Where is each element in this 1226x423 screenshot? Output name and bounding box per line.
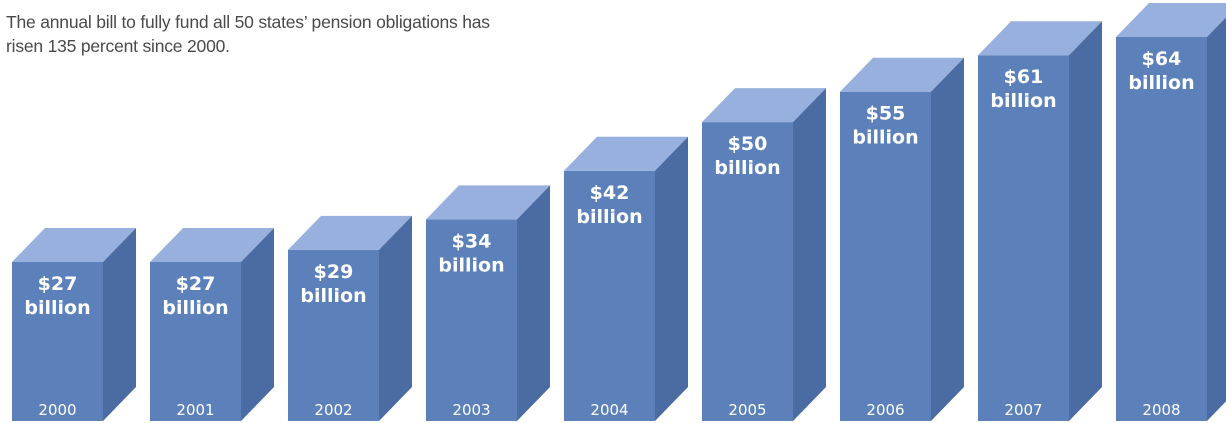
bar-top	[150, 228, 274, 262]
bar-side	[931, 57, 964, 421]
bar-top	[12, 228, 136, 262]
bar-year-label: 2005	[728, 401, 766, 419]
bar-value-unit-label: billion	[990, 90, 1056, 112]
bar-value-label: $34	[452, 230, 492, 252]
bar-side	[655, 136, 688, 421]
bar-value-label: $42	[590, 182, 630, 204]
bar-top	[840, 57, 964, 92]
bar-value-unit-label: billion	[852, 127, 918, 149]
bar-value-label: $61	[1004, 66, 1044, 88]
bar-year-label: 2008	[1142, 401, 1180, 419]
bar-year-label: 2004	[590, 401, 628, 419]
bar-value-label: $50	[728, 133, 768, 155]
bar-front	[564, 170, 655, 421]
bar-year-label: 2001	[176, 401, 214, 419]
bar-front	[150, 262, 241, 421]
chart-subtitle: The annual bill to fully fund all 50 sta…	[6, 12, 490, 56]
bar-front	[426, 219, 517, 421]
bar-value-label: $64	[1142, 48, 1182, 70]
bar-value-unit-label: billion	[714, 157, 780, 179]
bar-top	[564, 136, 688, 171]
bar-value-unit-label: billion	[300, 285, 366, 307]
bar-top	[1116, 3, 1226, 37]
bar-top	[702, 88, 826, 123]
bar-side	[793, 88, 826, 421]
bar-top	[288, 215, 412, 250]
bar-value-label: $27	[176, 273, 216, 295]
bar-year-label: 2002	[314, 401, 352, 419]
bar-front	[978, 55, 1069, 421]
bar-front	[702, 122, 793, 421]
bar-top	[978, 21, 1102, 56]
bar-value-unit-label: billion	[438, 254, 504, 276]
bar-front	[12, 262, 103, 421]
bar-front	[1116, 37, 1207, 421]
bar-value-label: $55	[866, 103, 906, 125]
bar-front	[840, 91, 931, 421]
bar-value-label: $29	[314, 261, 354, 283]
bars-group: $27billion2000$27billion2001$29billion20…	[12, 3, 1226, 421]
bar-top	[426, 185, 550, 220]
bar-side	[1207, 17, 1226, 421]
bar-year-label: 2000	[38, 401, 76, 419]
bar-side	[1069, 21, 1102, 421]
bar-side	[379, 215, 412, 421]
bar-side	[103, 228, 136, 421]
bar-value-unit-label: billion	[576, 206, 642, 228]
bar-side	[241, 228, 274, 421]
bar-year-label: 2006	[866, 401, 904, 419]
bar-value-unit-label: billion	[162, 297, 228, 319]
bar-front	[288, 249, 379, 421]
bar-year-label: 2003	[452, 401, 490, 419]
bar-year-label: 2007	[1004, 401, 1042, 419]
bar-value-label: $27	[38, 273, 78, 295]
bar-value-unit-label: billion	[1128, 72, 1194, 94]
bar-side	[517, 185, 550, 421]
bar-value-unit-label: billion	[24, 297, 90, 319]
